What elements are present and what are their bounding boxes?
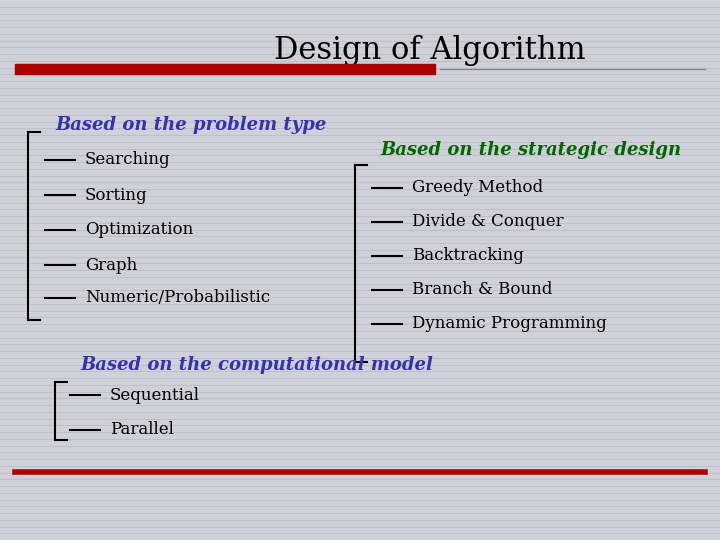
Text: Sequential: Sequential xyxy=(110,387,200,403)
Text: Graph: Graph xyxy=(85,256,138,273)
Text: Based on the strategic design: Based on the strategic design xyxy=(380,141,681,159)
Text: Searching: Searching xyxy=(85,152,171,168)
Bar xyxy=(15,64,435,74)
Text: Based on the problem type: Based on the problem type xyxy=(55,116,326,134)
Text: Backtracking: Backtracking xyxy=(412,247,524,265)
Text: Greedy Method: Greedy Method xyxy=(412,179,543,197)
Text: Sorting: Sorting xyxy=(85,186,148,204)
Text: Based on the computational model: Based on the computational model xyxy=(80,356,433,374)
Text: Branch & Bound: Branch & Bound xyxy=(412,281,552,299)
Text: Divide & Conquer: Divide & Conquer xyxy=(412,213,564,231)
Text: Parallel: Parallel xyxy=(110,422,174,438)
Text: Numeric/Probabilistic: Numeric/Probabilistic xyxy=(85,289,270,307)
Text: Design of Algorithm: Design of Algorithm xyxy=(274,35,586,65)
Text: Dynamic Programming: Dynamic Programming xyxy=(412,315,607,333)
Text: Optimization: Optimization xyxy=(85,221,193,239)
